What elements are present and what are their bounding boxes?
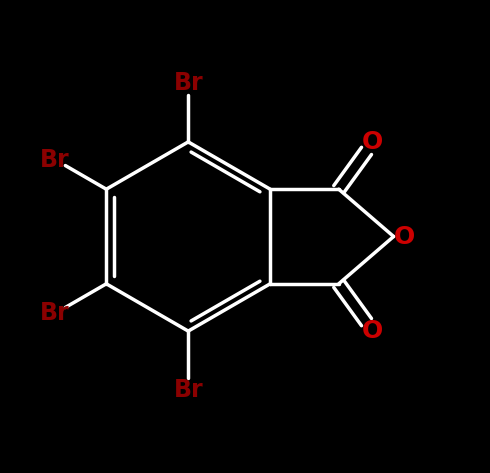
Text: O: O xyxy=(393,225,415,248)
Text: O: O xyxy=(362,131,383,155)
Text: Br: Br xyxy=(40,301,70,325)
Text: Br: Br xyxy=(173,378,203,402)
Text: O: O xyxy=(362,318,383,342)
Text: Br: Br xyxy=(40,148,70,172)
Text: Br: Br xyxy=(173,71,203,95)
